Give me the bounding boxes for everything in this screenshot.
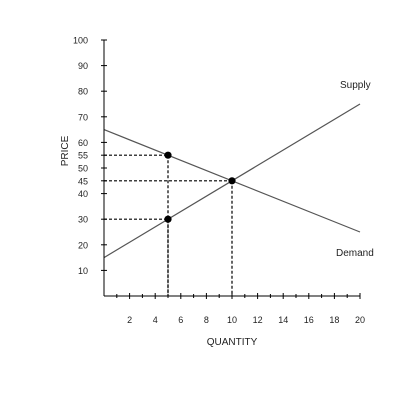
y-tick-label: 20 <box>78 240 88 250</box>
data-point <box>164 215 172 223</box>
y-tick-label: 10 <box>78 266 88 276</box>
y-tick-label: 55 <box>78 151 88 161</box>
guide-lines <box>104 154 233 296</box>
y-tick-label: 80 <box>78 87 88 97</box>
x-tick-label: 14 <box>278 315 288 325</box>
x-tick-label: 8 <box>204 315 209 325</box>
y-tick-label: 50 <box>78 164 88 174</box>
x-tick-label: 20 <box>355 315 365 325</box>
y-ticks: 10 20 30 40 45 50 55 60 70 80 90 100 <box>73 36 107 276</box>
x-axis-label: QUANTITY <box>207 337 258 348</box>
x-tick-label: 4 <box>153 315 158 325</box>
data-point <box>164 151 172 159</box>
x-tick-label: 10 <box>227 315 237 325</box>
supply-label: Supply <box>340 80 371 91</box>
y-tick-label: 100 <box>73 36 88 46</box>
y-tick-label: 90 <box>78 61 88 71</box>
y-tick-label: 45 <box>78 176 88 186</box>
data-points <box>164 151 236 223</box>
x-tick-label: 18 <box>329 315 339 325</box>
y-axis-label: PRICE <box>60 135 71 166</box>
x-tick-label: 2 <box>127 315 132 325</box>
data-point <box>228 177 236 185</box>
x-ticks: 2 4 6 8 10 12 14 16 18 20 <box>116 293 365 325</box>
x-tick-label: 6 <box>178 315 183 325</box>
y-tick-label: 40 <box>78 189 88 199</box>
y-tick-label: 60 <box>78 138 88 148</box>
y-tick-label: 30 <box>78 215 88 225</box>
y-tick-label: 70 <box>78 112 88 122</box>
labels: QUANTITY PRICE Supply Demand <box>60 80 374 348</box>
demand-label: Demand <box>336 248 374 259</box>
x-tick-label: 16 <box>304 315 314 325</box>
x-tick-label: 12 <box>253 315 263 325</box>
